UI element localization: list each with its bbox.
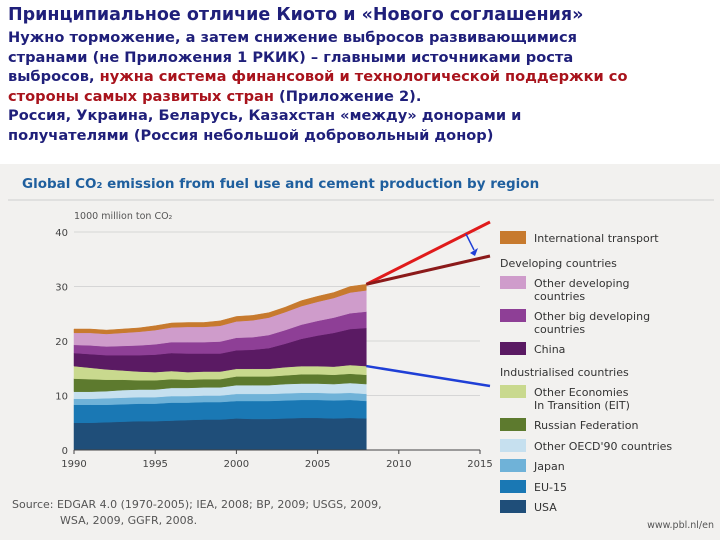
body-line-1: Нужно торможение, а затем снижение выбро… (8, 29, 577, 46)
credit-url: www.pbl.nl/en (647, 520, 714, 531)
y-tick-label-40: 40 (55, 228, 68, 239)
legend-swatch-eu-15 (500, 480, 526, 493)
annotation-arrow-shaft (465, 233, 475, 251)
legend-label-china: China (534, 343, 565, 356)
legend-swatch-international-transport (500, 231, 526, 244)
slide-title: Принципиальное отличие Киото и «Нового с… (8, 5, 584, 25)
axes: 0 10 20 30 40 1990 1995 2000 2005 2010 2015 (55, 228, 492, 470)
y-tick-label-30: 30 (55, 283, 68, 294)
legend-swatch-other-developing (500, 276, 526, 289)
body-line-3: выбросов, нужна система финансовой и тех… (8, 67, 714, 87)
annotation-line-upper (365, 220, 491, 286)
body-line-2: странами (не Приложения 1 РКИК) – главны… (8, 48, 574, 66)
legend-label-other-oecd: Other OECD'90 countries (534, 440, 672, 453)
chart-svg: Global CO₂ emission from fuel use and ce… (8, 176, 714, 531)
annotation-line-lower (365, 254, 491, 286)
body-line-6: получателями (Россия небольшой доброволь… (8, 126, 494, 144)
y-tick-label-10: 10 (55, 392, 68, 403)
legend-swatch-other-eit (500, 385, 526, 398)
body-line-4-normal: (Приложение 2). (273, 87, 422, 105)
y-axis-label: 1000 million ton CO₂ (74, 211, 173, 222)
body-line-3-normal: выбросов, (8, 68, 100, 85)
legend-label-russian-federation: Russian Federation (534, 419, 638, 432)
legend-swatch-china (500, 342, 526, 355)
source-line-2: WSA, 2009, GGFR, 2008. (60, 514, 197, 527)
legend: International transport Developing countr… (500, 231, 672, 514)
body-line-3-highlight: нужна система финансовой и технологическ… (99, 68, 628, 85)
legend-label-other-developing: Other developing countries (534, 277, 630, 303)
chart-figure: Global CO₂ emission from fuel use and ce… (0, 164, 720, 540)
legend-swatch-usa (500, 500, 526, 513)
x-tick-label-1990: 1990 (61, 459, 86, 470)
slide-body: Нужно торможение, а затем снижение выбро… (8, 28, 714, 145)
legend-label-international-transport: International transport (534, 232, 659, 245)
source-line-1: Source: EDGAR 4.0 (1970-2005); IEA, 2008… (12, 498, 382, 511)
annotations (365, 220, 491, 388)
x-tick-label-2010: 2010 (386, 459, 411, 470)
area-series-9 (73, 284, 367, 335)
legend-label-japan: Japan (533, 460, 565, 473)
y-tick-label-20: 20 (55, 337, 68, 348)
legend-label-usa: USA (534, 501, 557, 514)
chart-title: Global CO₂ emission from fuel use and ce… (22, 176, 539, 192)
x-tick-label-2015: 2015 (467, 459, 492, 470)
legend-header-industrialised: Industrialised countries (500, 366, 629, 379)
x-tick-label-2005: 2005 (305, 459, 330, 470)
body-line-4: стороны самых развитых стран (Приложение… (8, 87, 714, 107)
legend-swatch-other-oecd (500, 439, 526, 452)
y-tick-label-0: 0 (62, 446, 68, 457)
body-line-4-highlight: стороны самых развитых стран (8, 87, 274, 105)
x-tick-label-2000: 2000 (224, 459, 249, 470)
legend-label-eu-15: EU-15 (534, 481, 567, 494)
legend-label-other-eit: Other Economies In Transition (EIT) (534, 386, 630, 412)
body-line-5: Россия, Украина, Беларусь, Казахстан «ме… (8, 107, 522, 124)
legend-swatch-japan (500, 459, 526, 472)
legend-label-other-big-developing: Other big developing countries (534, 310, 650, 336)
legend-swatch-russian-federation (500, 418, 526, 431)
annotation-arrow-head (470, 248, 478, 256)
x-tick-label-1995: 1995 (142, 459, 167, 470)
stacked-areas (73, 284, 367, 451)
area-series-0 (73, 417, 367, 451)
legend-header-developing: Developing countries (500, 257, 617, 270)
legend-swatch-other-big-developing (500, 309, 526, 322)
annotation-line-blue (366, 364, 491, 388)
